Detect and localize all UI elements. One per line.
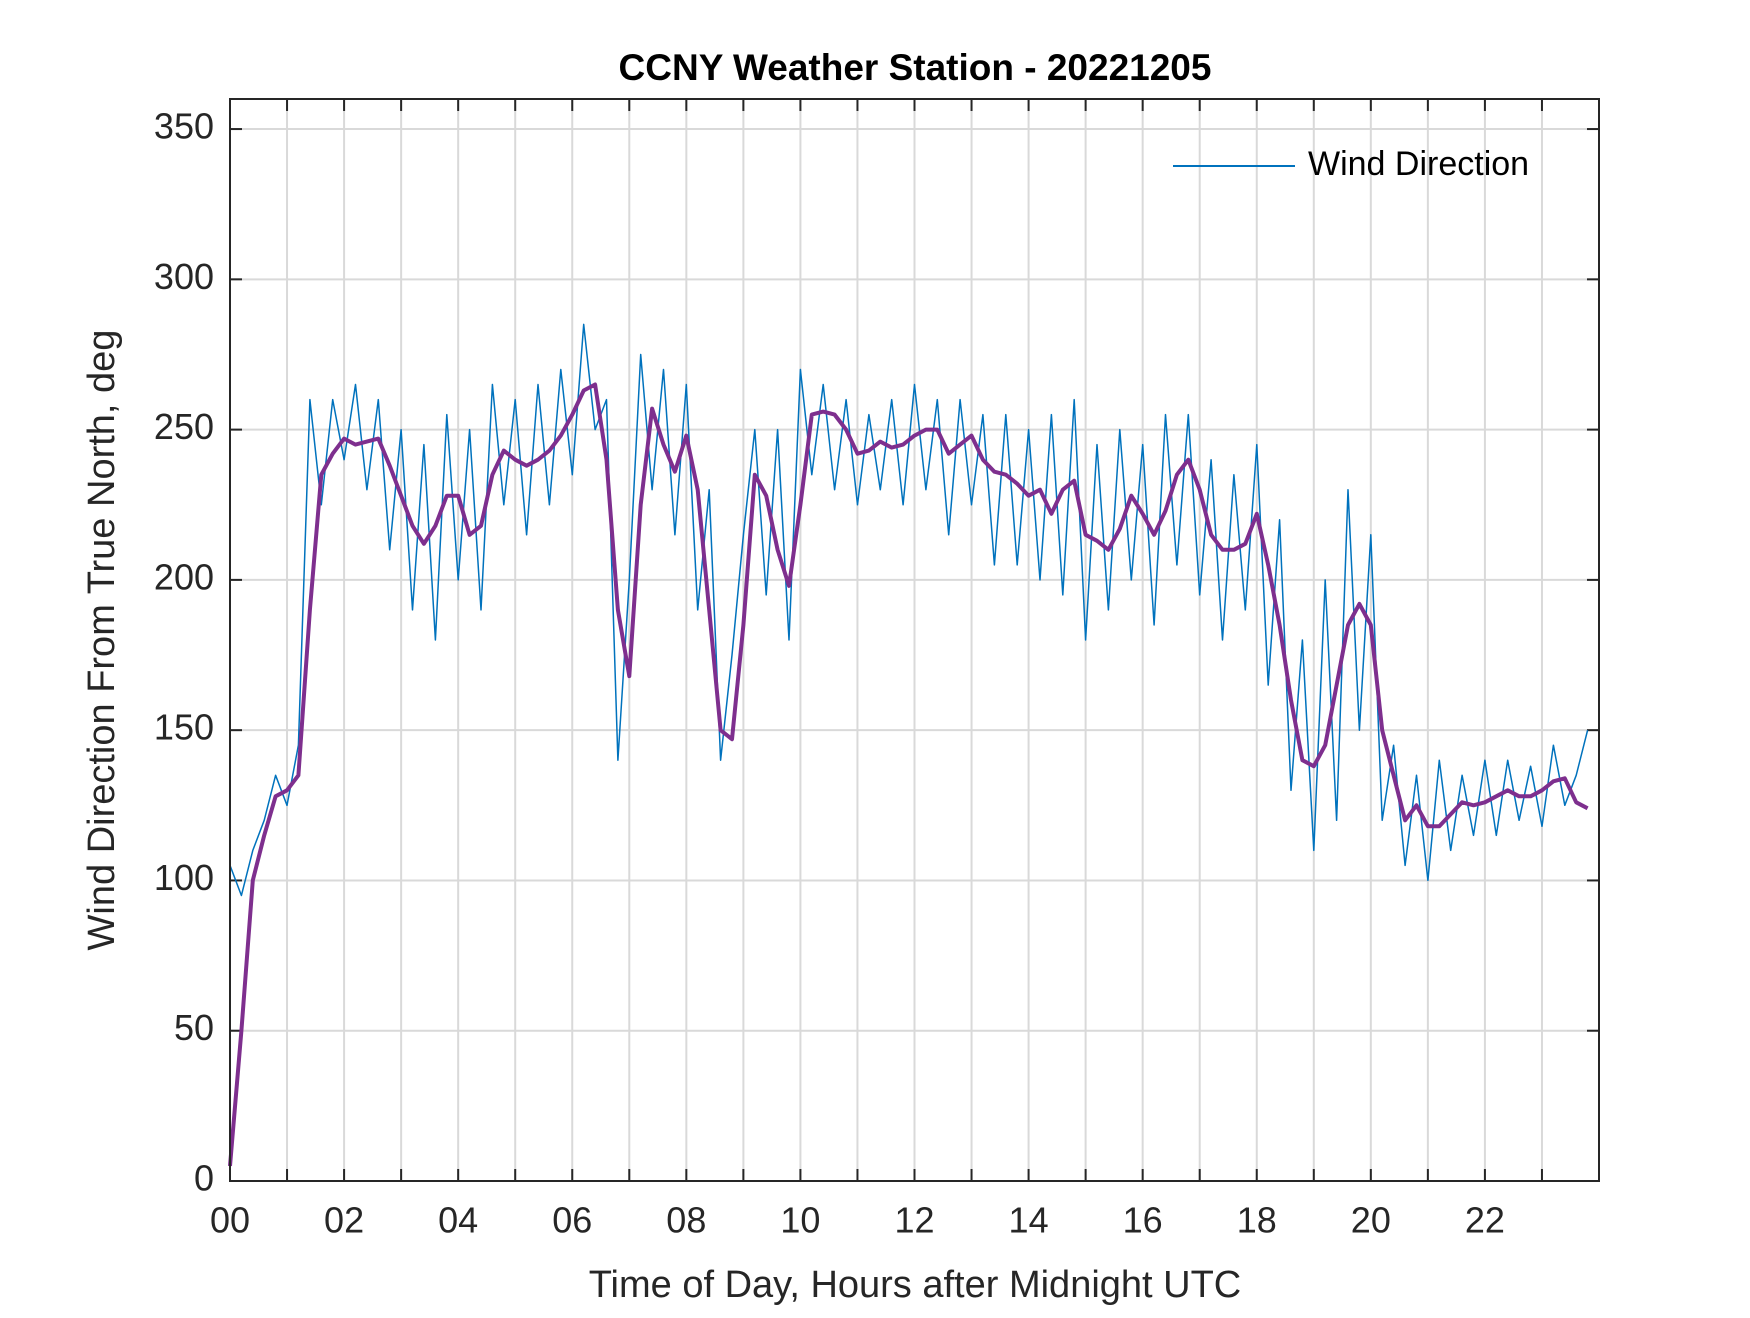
- y-tick-label: 350: [154, 106, 214, 147]
- x-tick-label: 04: [438, 1200, 478, 1241]
- y-tick-label: 50: [174, 1007, 214, 1048]
- x-axis-label: Time of Day, Hours after Midnight UTC: [589, 1264, 1242, 1306]
- x-tick-label: 08: [666, 1200, 706, 1241]
- axes-box: [229, 98, 1600, 1182]
- x-tick-label: 18: [1237, 1200, 1277, 1241]
- x-tick-label: 12: [894, 1200, 934, 1241]
- data-line: [228, 382, 1589, 1167]
- data-line: [229, 323, 1589, 897]
- y-tick-label: 150: [154, 707, 214, 748]
- y-axis-label: Wind Direction From True North, deg: [81, 330, 123, 951]
- x-tick-label: 16: [1123, 1200, 1163, 1241]
- y-tick-label: 200: [154, 556, 214, 597]
- legend-label: Wind Direction: [1308, 145, 1529, 183]
- y-tick-label: 100: [154, 857, 214, 898]
- y-tick-label: 0: [194, 1158, 214, 1199]
- y-tick-label: 250: [154, 406, 214, 447]
- x-tick-label: 14: [1009, 1200, 1049, 1241]
- x-tick-label: 10: [780, 1200, 820, 1241]
- x-tick-label: 02: [324, 1200, 364, 1241]
- y-tick-label: 300: [154, 256, 214, 297]
- x-tick-label: 06: [552, 1200, 592, 1241]
- chart-title: CCNY Weather Station - 20221205: [619, 47, 1212, 88]
- x-tick-label: 22: [1465, 1200, 1505, 1241]
- x-tick-label: 00: [210, 1200, 250, 1241]
- x-tick-label: 20: [1351, 1200, 1391, 1241]
